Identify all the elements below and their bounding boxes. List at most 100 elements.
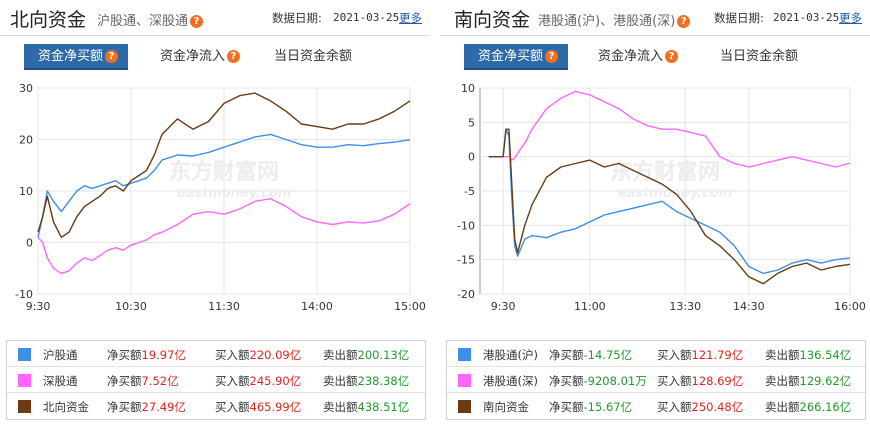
y-tick-label: 0 xyxy=(468,151,475,164)
legend-swatch xyxy=(458,348,471,361)
more-link[interactable]: 更多 xyxy=(399,11,422,25)
buy-value: 128.69亿 xyxy=(691,374,744,388)
legend-name: 港股通(沪) xyxy=(483,348,538,362)
legend-net: 净买额-14.75亿 xyxy=(549,347,632,363)
x-tick-label: 14:00 xyxy=(301,300,333,313)
panel-subtitle: 沪股通、深股通? xyxy=(97,10,204,29)
legend-buy: 买入额465.99亿 xyxy=(215,399,301,415)
southbound-legend: 港股通(沪) 净买额-14.75亿 买入额121.79亿 卖出额136.54亿 … xyxy=(446,340,866,420)
legend-net: 净买额27.49亿 xyxy=(107,399,186,415)
series-line xyxy=(488,128,851,275)
legend-net: 净买额7.52亿 xyxy=(107,373,179,389)
tab-label: 资金净流入 xyxy=(598,49,664,64)
legend-row: 北向资金 净买额27.49亿 买入额465.99亿 卖出额438.51亿 xyxy=(7,393,425,419)
subtitle-text: 沪股通、深股通 xyxy=(97,14,189,29)
x-tick-label: 9:30 xyxy=(491,300,516,313)
tab-daily-balance[interactable]: 当日资金余额 xyxy=(274,44,352,70)
sell-label: 卖出额 xyxy=(765,348,800,362)
southbound-panel: 南向资金 港股通(沪)、港股通(深)? 数据日期: 2021-03-25 更多 … xyxy=(440,0,870,427)
legend-buy: 买入额128.69亿 xyxy=(657,373,743,389)
legend-swatch xyxy=(18,348,31,361)
sell-label: 卖出额 xyxy=(765,374,800,388)
tab-bar: 资金净买额? 资金净流入? 当日资金余额 xyxy=(464,44,864,70)
watermark: 东方财富网 xyxy=(610,159,720,185)
help-icon[interactable]: ? xyxy=(677,15,691,28)
buy-value: 250.48亿 xyxy=(691,400,744,414)
buy-label: 买入额 xyxy=(657,374,692,388)
y-tick-label: -15 xyxy=(457,254,475,267)
help-icon[interactable]: ? xyxy=(105,50,119,63)
net-value: 19.97亿 xyxy=(141,348,186,362)
sell-value: 438.51亿 xyxy=(357,400,410,414)
tab-label: 资金净流入 xyxy=(160,49,226,64)
x-tick-label: 13:30 xyxy=(669,300,701,313)
sell-label: 卖出额 xyxy=(765,400,800,414)
legend-net: 净买额-9208.01万 xyxy=(549,373,647,389)
legend-row: 港股通(沪) 净买额-14.75亿 买入额121.79亿 卖出额136.54亿 xyxy=(447,341,865,367)
help-icon[interactable]: ? xyxy=(227,50,241,63)
legend-name: 港股通(深) xyxy=(483,374,538,388)
y-tick-label: -10 xyxy=(15,288,33,301)
y-tick-label: -5 xyxy=(464,185,475,198)
legend-row: 沪股通 净买额19.97亿 买入额220.09亿 卖出额200.13亿 xyxy=(7,341,425,367)
series-line xyxy=(37,92,411,239)
series-line xyxy=(488,90,851,168)
y-tick-label: 5 xyxy=(468,116,475,129)
northbound-chart: 30 20 10 0 -109:30 10:30 11:30 14:00 15:00 东方财富网e… xyxy=(15,82,426,313)
tab-net-inflow[interactable]: 资金净流入? xyxy=(598,44,679,70)
tab-label: 当日资金余额 xyxy=(274,49,353,64)
legend-sell: 卖出额266.16亿 xyxy=(765,399,851,415)
tab-net-buy[interactable]: 资金净买额? xyxy=(464,44,569,70)
net-value: -15.67亿 xyxy=(583,400,633,414)
panel-subtitle: 港股通(沪)、港股通(深)? xyxy=(538,10,691,29)
x-tick-label: 16:00 xyxy=(834,300,866,313)
y-tick-label: 20 xyxy=(19,134,33,147)
sell-value: 266.16亿 xyxy=(799,400,852,414)
buy-label: 买入额 xyxy=(215,400,250,414)
y-tick-label: 0 xyxy=(26,237,33,250)
net-label: 净买额 xyxy=(549,374,584,388)
net-label: 净买额 xyxy=(549,400,584,414)
buy-value: 220.09亿 xyxy=(249,348,302,362)
legend-row: 南向资金 净买额-15.67亿 买入额250.48亿 卖出额266.16亿 xyxy=(447,393,865,419)
date-label: 数据日期: xyxy=(272,11,322,25)
net-label: 净买额 xyxy=(549,348,584,362)
y-tick-label: 30 xyxy=(19,82,33,95)
more-link[interactable]: 更多 xyxy=(839,11,862,25)
buy-value: 121.79亿 xyxy=(691,348,744,362)
legend-net: 净买额19.97亿 xyxy=(107,347,186,363)
x-tick-label: 11:00 xyxy=(574,300,606,313)
help-icon[interactable]: ? xyxy=(665,50,679,63)
buy-label: 买入额 xyxy=(657,348,692,362)
sell-value: 200.13亿 xyxy=(357,348,410,362)
y-tick-label: 10 xyxy=(19,185,33,198)
x-tick-label: 10:30 xyxy=(115,300,147,313)
northbound-legend: 沪股通 净买额19.97亿 买入额220.09亿 卖出额200.13亿 深股通 … xyxy=(6,340,426,420)
tab-daily-balance[interactable]: 当日资金余额 xyxy=(720,44,798,70)
northbound-panel: 北向资金 沪股通、深股通? 数据日期: 2021-03-25 更多 资金净买额?… xyxy=(0,0,430,427)
legend-swatch xyxy=(18,374,31,387)
legend-row: 港股通(深) 净买额-9208.01万 买入额128.69亿 卖出额129.62… xyxy=(447,367,865,393)
x-tick-label: 9:30 xyxy=(26,300,51,313)
tab-bar: 资金净买额? 资金净流入? 当日资金余额 xyxy=(24,44,424,70)
x-tick-label: 15:00 xyxy=(394,300,426,313)
x-tick-label: 14:30 xyxy=(733,300,765,313)
legend-sell: 卖出额238.38亿 xyxy=(323,373,409,389)
legend-row: 深股通 净买额7.52亿 买入额245.90亿 卖出额238.38亿 xyxy=(7,367,425,393)
net-label: 净买额 xyxy=(107,348,142,362)
date-value: 2021-03-25 xyxy=(773,11,840,24)
legend-buy: 买入额220.09亿 xyxy=(215,347,301,363)
tab-net-inflow[interactable]: 资金净流入? xyxy=(160,44,241,70)
net-value: 27.49亿 xyxy=(141,400,186,414)
net-value: -9208.01万 xyxy=(583,374,647,388)
sell-value: 129.62亿 xyxy=(799,374,852,388)
legend-buy: 买入额250.48亿 xyxy=(657,399,743,415)
legend-swatch xyxy=(458,374,471,387)
tab-net-buy[interactable]: 资金净买额? xyxy=(24,44,129,70)
help-icon[interactable]: ? xyxy=(190,15,204,28)
sell-label: 卖出额 xyxy=(323,348,358,362)
y-tick-label: 10 xyxy=(461,82,475,95)
subtitle-text: 港股通(沪)、港股通(深) xyxy=(538,14,676,29)
help-icon[interactable]: ? xyxy=(545,50,559,63)
net-value: -14.75亿 xyxy=(583,348,633,362)
